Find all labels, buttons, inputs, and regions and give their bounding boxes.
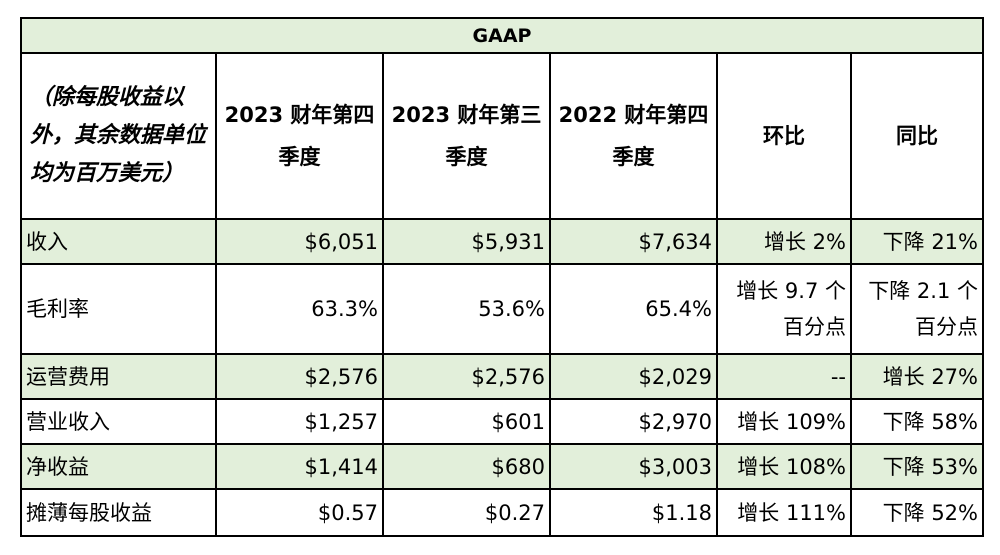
- cell-q4-2023: $2,576: [215, 353, 384, 400]
- cell-qoq: 增长 111%: [716, 488, 852, 537]
- col-header-q3-2023: 2023 财年第三季度: [382, 52, 551, 220]
- cell-yoy: 增长 27%: [850, 353, 984, 400]
- cell-q4-2022: 65.4%: [549, 263, 718, 355]
- cell-qoq: 增长 109%: [716, 398, 852, 445]
- row-label: 收入: [20, 218, 217, 265]
- cell-q4-2022: $3,003: [549, 443, 718, 490]
- unit-note: （除每股收益以外，其余数据单位均为百万美元）: [20, 52, 217, 220]
- cell-qoq: 增长 108%: [716, 443, 852, 490]
- gaap-banner: GAAP: [20, 17, 984, 54]
- cell-q3-2023: $2,576: [382, 353, 551, 400]
- table-row-net-income: 净收益 $1,414 $680 $3,003 增长 108% 下降 53%: [20, 443, 984, 490]
- gaap-financial-table: GAAP （除每股收益以外，其余数据单位均为百万美元） 2023 财年第四季度 …: [20, 17, 984, 537]
- cell-q4-2023: $1,257: [215, 398, 384, 445]
- table-row-operating-income: 营业收入 $1,257 $601 $2,970 增长 109% 下降 58%: [20, 398, 984, 445]
- cell-q4-2022: $7,634: [549, 218, 718, 265]
- cell-yoy: 下降 58%: [850, 398, 984, 445]
- cell-q4-2022: $1.18: [549, 488, 718, 537]
- cell-q4-2023: $1,414: [215, 443, 384, 490]
- cell-q3-2023: $5,931: [382, 218, 551, 265]
- row-label: 净收益: [20, 443, 217, 490]
- cell-qoq: --: [716, 353, 852, 400]
- cell-q4-2022: $2,029: [549, 353, 718, 400]
- row-label: 摊薄每股收益: [20, 488, 217, 537]
- banner-row: GAAP: [20, 17, 984, 54]
- cell-q4-2023: 63.3%: [215, 263, 384, 355]
- cell-q3-2023: $601: [382, 398, 551, 445]
- col-header-qoq: 环比: [716, 52, 852, 220]
- cell-yoy: 下降 21%: [850, 218, 984, 265]
- col-header-q4-2023: 2023 财年第四季度: [215, 52, 384, 220]
- cell-q3-2023: $680: [382, 443, 551, 490]
- cell-q3-2023: $0.27: [382, 488, 551, 537]
- cell-yoy: 下降 2.1 个百分点: [850, 263, 984, 355]
- col-header-yoy: 同比: [850, 52, 984, 220]
- table-row-operating-expenses: 运营费用 $2,576 $2,576 $2,029 -- 增长 27%: [20, 353, 984, 400]
- table-row-revenue: 收入 $6,051 $5,931 $7,634 增长 2% 下降 21%: [20, 218, 984, 265]
- table-row-diluted-eps: 摊薄每股收益 $0.57 $0.27 $1.18 增长 111% 下降 52%: [20, 488, 984, 537]
- row-label: 营业收入: [20, 398, 217, 445]
- cell-yoy: 下降 53%: [850, 443, 984, 490]
- col-header-q4-2022: 2022 财年第四季度: [549, 52, 718, 220]
- cell-q4-2022: $2,970: [549, 398, 718, 445]
- cell-q3-2023: 53.6%: [382, 263, 551, 355]
- cell-q4-2023: $0.57: [215, 488, 384, 537]
- cell-q4-2023: $6,051: [215, 218, 384, 265]
- cell-yoy: 下降 52%: [850, 488, 984, 537]
- header-row: （除每股收益以外，其余数据单位均为百万美元） 2023 财年第四季度 2023 …: [20, 52, 984, 220]
- cell-qoq: 增长 2%: [716, 218, 852, 265]
- table-row-gross-margin: 毛利率 63.3% 53.6% 65.4% 增长 9.7 个百分点 下降 2.1…: [20, 263, 984, 355]
- row-label: 毛利率: [20, 263, 217, 355]
- row-label: 运营费用: [20, 353, 217, 400]
- cell-qoq: 增长 9.7 个百分点: [716, 263, 852, 355]
